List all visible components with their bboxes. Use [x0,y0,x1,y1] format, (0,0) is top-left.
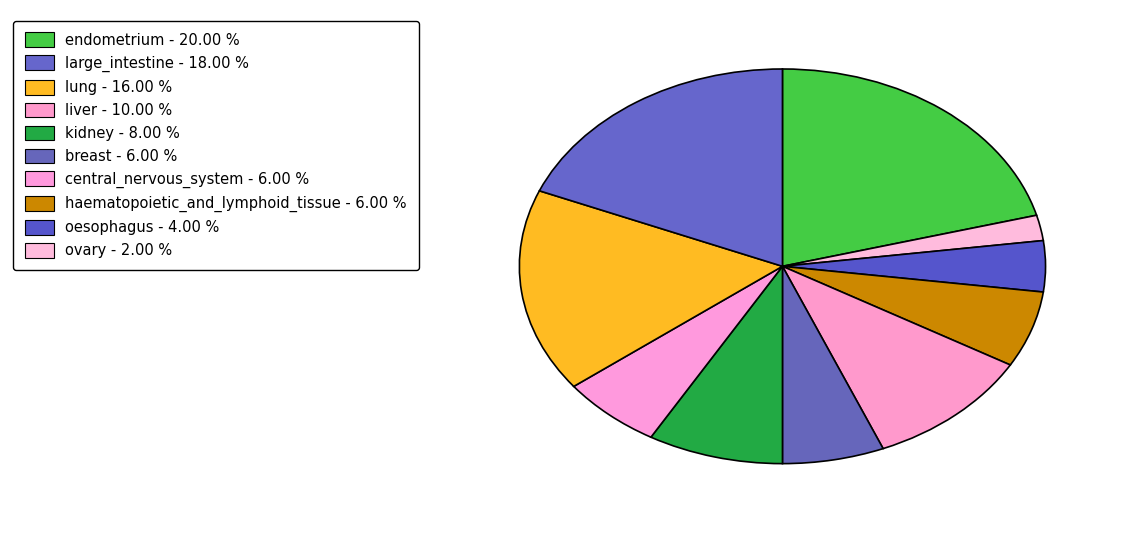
Wedge shape [519,191,782,386]
Wedge shape [782,215,1043,266]
Wedge shape [540,69,782,266]
Wedge shape [782,240,1046,292]
Legend: endometrium - 20.00 %, large_intestine - 18.00 %, lung - 16.00 %, liver - 10.00 : endometrium - 20.00 %, large_intestine -… [12,21,418,270]
Wedge shape [782,69,1036,266]
Wedge shape [782,266,883,464]
Wedge shape [782,266,1010,449]
Wedge shape [574,266,782,437]
Wedge shape [782,266,1043,365]
Wedge shape [651,266,782,464]
